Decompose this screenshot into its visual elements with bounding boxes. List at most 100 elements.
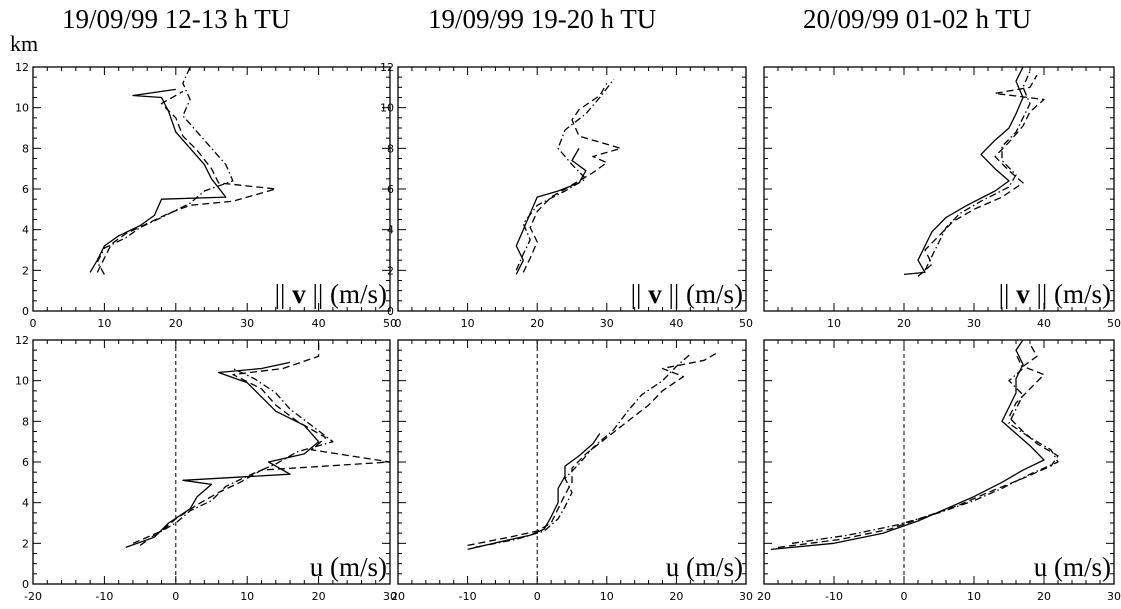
x-tick-label: 20 <box>169 317 183 330</box>
y-tick-label: 6 <box>22 183 29 196</box>
y-tick-label: 10 <box>15 102 29 115</box>
panel-label-suffix: || (m/s) <box>306 279 387 309</box>
y-tick-label: 10 <box>15 375 29 388</box>
y-tick-label: 0 <box>22 578 29 591</box>
x-tick-label: 20 <box>312 590 326 603</box>
x-tick-label: 30 <box>383 590 397 603</box>
panel-axis-label: || v || (m/s) <box>275 279 387 309</box>
x-tick-label: 0 <box>901 590 908 603</box>
profile-line-solid <box>770 339 1045 551</box>
panel-axis-label: || v || (m/s) <box>631 279 743 309</box>
plot-frame <box>32 339 391 585</box>
panel-axis-label: u (m/s) <box>310 552 387 582</box>
profile-line-dashed <box>522 82 622 273</box>
column-title-1: 19/09/99 12-13 h TU <box>62 4 291 34</box>
profile-line-dashed <box>96 90 277 273</box>
y-tick-label: 4 <box>387 224 394 237</box>
plot-frame <box>397 66 747 312</box>
y-tick-label: 8 <box>387 142 394 155</box>
x-tick-label: 10 <box>600 590 614 603</box>
x-tick-label: 20 <box>391 590 405 603</box>
y-tick-label: 2 <box>22 264 29 277</box>
panel-4: -20 -10 0 10 20 30 0 2 4 6 8 10 12 u (m/s) <box>15 334 397 603</box>
panel-label-prefix: u (m/s) <box>666 552 743 582</box>
profile-line-solid <box>89 88 227 273</box>
y-tick-label: 4 <box>22 497 29 510</box>
y-tick-label: 2 <box>387 264 394 277</box>
profile-line-dashed <box>917 74 1045 277</box>
x-tick-label: -10 <box>95 590 113 603</box>
x-tick-label: 20 <box>669 590 683 603</box>
profile-line-solid <box>125 361 320 549</box>
x-tick-label: 20 <box>757 590 771 603</box>
x-tick-label: 40 <box>669 317 683 330</box>
x-tick-label: 0 <box>30 317 37 330</box>
x-tick-label: 10 <box>461 317 475 330</box>
column-title-3: 20/09/99 01-02 h TU <box>803 4 1032 34</box>
x-tick-label: 20 <box>1037 590 1051 603</box>
profile-line-dashed <box>467 351 719 547</box>
panel-label-suffix: || (m/s) <box>662 279 743 309</box>
column-title-2: 19/09/99 19-20 h TU <box>428 4 657 34</box>
profile-line-solid <box>903 66 1024 276</box>
y-tick-label: 4 <box>22 224 29 237</box>
x-tick-label: 20 <box>530 317 544 330</box>
x-tick-label: 30 <box>967 317 981 330</box>
panel-label-prefix: || <box>999 279 1017 309</box>
panel-axis-label: || v || (m/s) <box>999 279 1111 309</box>
x-tick-label: 0 <box>172 590 179 603</box>
profile-line-dashed <box>777 343 1059 549</box>
x-tick-label: 30 <box>240 317 254 330</box>
x-tick-label: -20 <box>24 590 42 603</box>
x-tick-label: 10 <box>827 317 841 330</box>
plot-frame <box>397 339 747 585</box>
x-tick-label: 40 <box>312 317 326 330</box>
panel-label-suffix: || (m/s) <box>1030 279 1111 309</box>
x-tick-label: -10 <box>825 590 843 603</box>
x-tick-label: 10 <box>97 317 111 330</box>
x-tick-label: 50 <box>383 317 397 330</box>
panel-6: 20 -10 0 10 20 30 u (m/s) <box>757 339 1121 603</box>
y-unit-label: km <box>10 31 39 56</box>
x-tick-label: 0 <box>534 590 541 603</box>
panel-label-prefix: || <box>631 279 649 309</box>
plot-frame <box>763 339 1115 585</box>
panel-label-prefix: u (m/s) <box>1034 552 1111 582</box>
panel-5: 20 -10 0 10 20 30 u (m/s) <box>391 339 753 603</box>
panel-3: 10 20 30 40 50 || v || (m/s) <box>763 66 1121 330</box>
y-tick-label: 12 <box>380 61 394 74</box>
x-tick-label: 30 <box>1107 590 1121 603</box>
plot-frame <box>763 66 1115 312</box>
x-tick-label: 40 <box>1037 317 1051 330</box>
y-tick-label: 6 <box>22 456 29 469</box>
x-tick-label: 20 <box>897 317 911 330</box>
profile-line-solid <box>467 433 601 551</box>
profile-line-dashdot <box>474 353 691 549</box>
y-tick-label: 2 <box>22 537 29 550</box>
x-tick-label: 50 <box>739 317 753 330</box>
y-tick-label: 0 <box>22 305 29 318</box>
x-tick-label: 50 <box>1107 317 1121 330</box>
profile-line-dashdot <box>96 66 234 275</box>
x-tick-label: 10 <box>240 590 254 603</box>
y-tick-label: 12 <box>15 61 29 74</box>
x-tick-label: -10 <box>459 590 477 603</box>
y-tick-label: 8 <box>22 142 29 155</box>
profile-line-dashed <box>132 340 391 544</box>
panel-label-prefix: u (m/s) <box>310 552 387 582</box>
y-tick-label: 12 <box>15 334 29 347</box>
profile-line-dashdot <box>515 78 615 271</box>
profile-line-dashdot <box>139 367 334 546</box>
panel-axis-label: u (m/s) <box>666 552 743 582</box>
x-tick-label: 0 <box>395 317 402 330</box>
panel-label-vector: v <box>1016 279 1030 309</box>
plot-frame <box>32 66 391 312</box>
profile-line-solid <box>515 147 587 275</box>
y-tick-label: 0 <box>387 305 394 318</box>
y-tick-label: 8 <box>22 415 29 428</box>
profile-line-dashdot <box>924 70 1031 271</box>
x-tick-label: 10 <box>967 590 981 603</box>
